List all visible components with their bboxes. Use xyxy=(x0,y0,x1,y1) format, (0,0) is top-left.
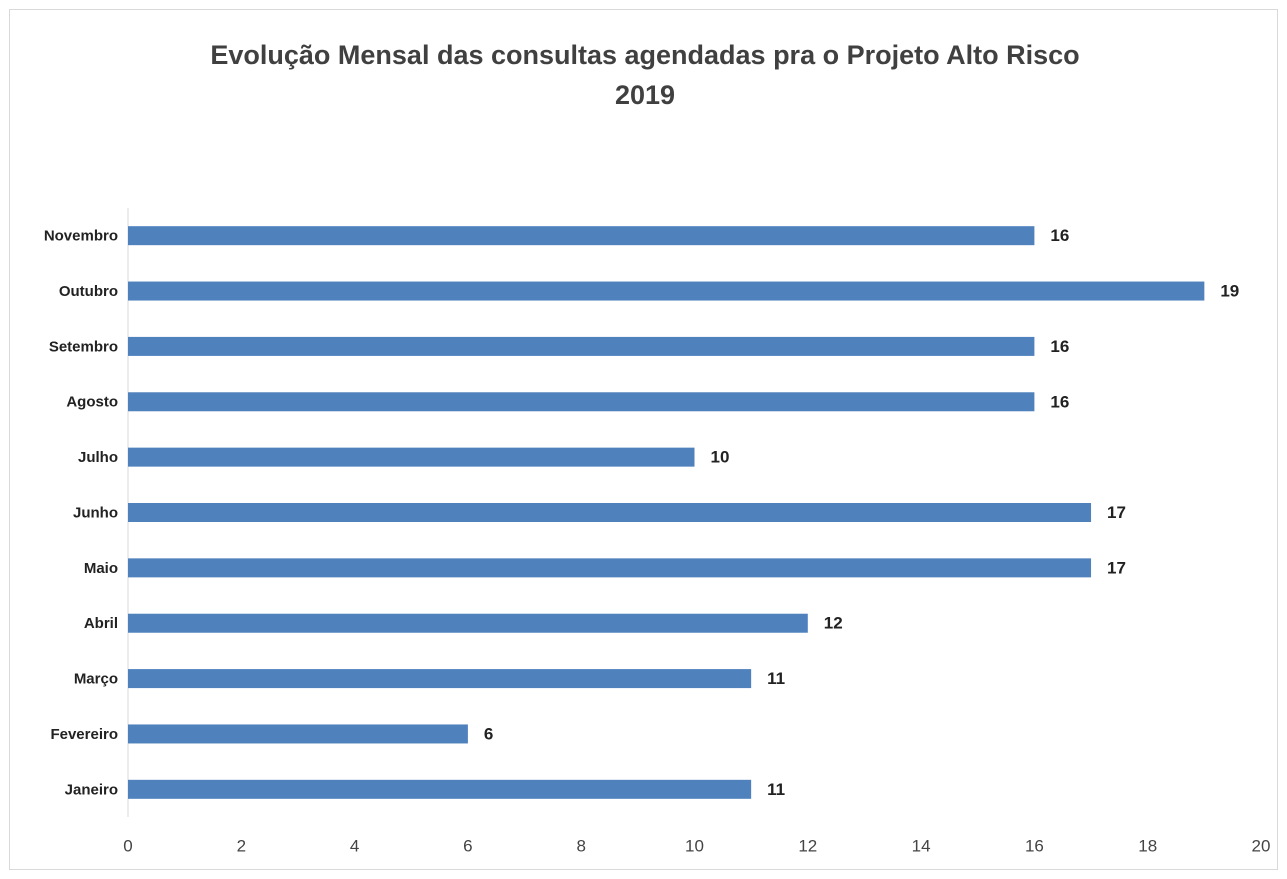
x-tick-label: 10 xyxy=(685,836,704,855)
data-label: 16 xyxy=(1050,337,1069,356)
y-tick-label: Março xyxy=(74,671,118,688)
data-label: 12 xyxy=(824,614,843,633)
bar xyxy=(128,503,1092,522)
chart-title: Evolução Mensal das consultas agendadas … xyxy=(210,40,1079,70)
data-label: 16 xyxy=(1050,392,1069,411)
x-tick-label: 2 xyxy=(237,836,246,855)
bar xyxy=(128,392,1035,412)
chart-title: 2019 xyxy=(615,80,675,110)
x-tick-label: 8 xyxy=(576,836,585,855)
x-tick-label: 6 xyxy=(463,836,472,855)
data-label: 6 xyxy=(484,724,493,743)
bar xyxy=(128,447,695,467)
y-tick-label: Junho xyxy=(73,504,118,521)
bar xyxy=(128,724,468,744)
data-label: 19 xyxy=(1220,282,1239,301)
data-label: 17 xyxy=(1107,558,1126,577)
y-tick-label: Novembro xyxy=(44,228,118,245)
y-tick-label: Outubro xyxy=(59,283,118,300)
y-tick-label: Maio xyxy=(84,560,118,577)
data-label: 11 xyxy=(767,780,785,799)
x-tick-label: 0 xyxy=(123,836,132,855)
x-tick-label: 12 xyxy=(798,836,817,855)
bar xyxy=(128,779,752,799)
y-tick-label: Fevereiro xyxy=(50,726,118,743)
bar xyxy=(128,336,1035,356)
x-tick-label: 20 xyxy=(1252,836,1271,855)
data-label: 10 xyxy=(711,448,730,467)
y-tick-label: Janeiro xyxy=(65,781,118,798)
y-tick-label: Setembro xyxy=(49,338,118,355)
bar xyxy=(128,226,1035,246)
x-tick-label: 14 xyxy=(912,836,931,855)
x-tick-label: 16 xyxy=(1025,836,1044,855)
bar xyxy=(128,558,1092,578)
bar xyxy=(128,669,752,689)
bar xyxy=(128,613,808,633)
y-tick-label: Julho xyxy=(78,449,118,466)
data-label: 16 xyxy=(1050,226,1069,245)
data-label: 11 xyxy=(767,669,785,688)
y-tick-label: Abril xyxy=(84,615,118,632)
data-label: 17 xyxy=(1107,503,1126,522)
x-tick-label: 4 xyxy=(350,836,359,855)
bar xyxy=(128,281,1205,301)
y-tick-label: Agosto xyxy=(66,394,118,411)
x-tick-label: 18 xyxy=(1138,836,1157,855)
